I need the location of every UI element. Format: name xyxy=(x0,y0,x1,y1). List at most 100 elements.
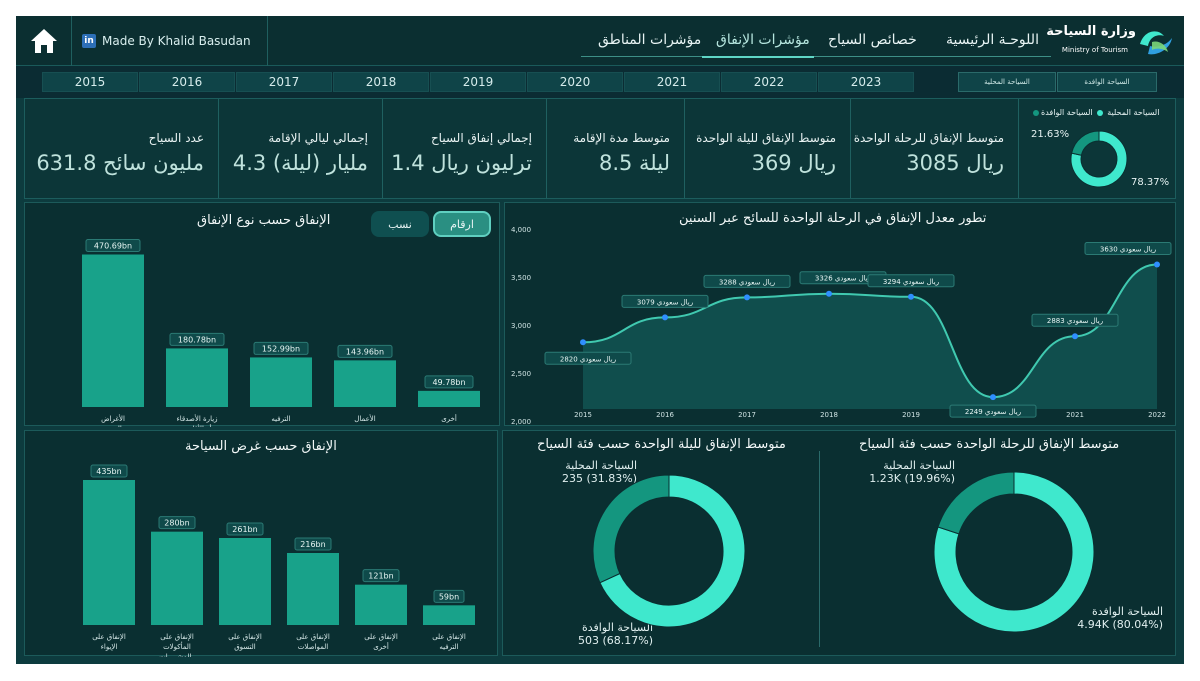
data-point xyxy=(1154,261,1160,268)
trip-domestic-callout: السياحة المحلية 1.23K (19.96%) xyxy=(859,459,955,485)
kpi-value: 8.5 ليلة xyxy=(598,151,670,175)
category-label: المأكولات xyxy=(163,641,191,651)
night-donut-title: متوسط الإنفاق لليلة الواحدة حسب فئة السي… xyxy=(537,437,786,452)
data-label-bg xyxy=(169,332,225,346)
nav-spending-indicators[interactable]: مؤشرات الإنفاق xyxy=(716,32,810,48)
nav-region-indicators[interactable]: مؤشرات المناطق xyxy=(598,32,702,48)
year-2015[interactable]: 2015 xyxy=(42,72,138,92)
year-2018[interactable]: 2018 xyxy=(333,72,429,92)
numbers-button[interactable]: ارقام xyxy=(433,211,491,237)
inbound-pct: 78.37% xyxy=(1131,177,1170,188)
donut-slice xyxy=(937,471,1015,535)
x-tick-label: 2017 xyxy=(738,411,756,419)
spend-type-panel: الإنفاق حسب نوع الإنفاق ارقام نسب 0.0T0.… xyxy=(24,202,500,427)
bar xyxy=(287,553,339,625)
data-label: 180.78bn xyxy=(178,335,216,344)
year-2016[interactable]: 2016 xyxy=(139,72,235,92)
year-2020[interactable]: 2020 xyxy=(527,72,623,92)
donut-legend: السياحة المحلية السياحة الوافدة xyxy=(1031,108,1159,117)
percent-button[interactable]: نسب xyxy=(371,211,429,237)
kpi-value: 369 ريال xyxy=(751,151,836,175)
donut-slice xyxy=(933,471,1095,633)
data-label: 143.96bn xyxy=(346,347,384,356)
bar xyxy=(250,357,312,407)
data-label-bg xyxy=(1031,313,1119,327)
data-point xyxy=(744,294,750,301)
logo-english: Ministry of Tourism xyxy=(1061,46,1128,54)
data-label: 3079 ريال سعودي xyxy=(637,298,693,306)
year-2021[interactable]: 2021 xyxy=(624,72,720,92)
data-label: 49.78bn xyxy=(432,378,465,387)
night-domestic-value: 235 (31.83%) xyxy=(561,472,637,485)
bar xyxy=(334,360,396,407)
kpi-avg-stay: متوسط مدة الإقامة 8.5 ليلة xyxy=(547,99,685,198)
nav-tourist-characteristics[interactable]: خصائص السياح xyxy=(828,32,917,48)
toggle-inbound[interactable]: السياحة الوافدة xyxy=(1057,72,1157,92)
trend-title: تطور معدل الإنفاق في الرحلة الواحدة للسا… xyxy=(679,211,987,226)
data-label: 2820 ريال سعودي xyxy=(560,355,616,363)
category-label: الدينية xyxy=(104,425,122,427)
kpi-value: 631.8 مليون سائح xyxy=(36,151,204,175)
y-tick-label: 3,500 xyxy=(511,274,531,282)
night-domestic-callout: السياحة المحلية 235 (31.83%) xyxy=(553,459,637,485)
data-label-bg xyxy=(867,274,955,288)
data-label-bg xyxy=(158,516,196,530)
year-2017[interactable]: 2017 xyxy=(236,72,332,92)
y-tick-label: 0.0T xyxy=(31,431,47,433)
night-inbound-label: السياحة الوافدة xyxy=(581,621,653,634)
trip-donut-title: متوسط الإنفاق للرحلة الواحدة حسب فئة الس… xyxy=(859,437,1120,452)
line-area xyxy=(583,264,1157,409)
night-donut-svg xyxy=(592,474,746,628)
data-point xyxy=(580,339,586,346)
y-tick-label: 0.3T xyxy=(31,431,47,433)
kpi-label: إجمالي ليالي الإقامة xyxy=(268,131,368,145)
y-tick-label: 0.4T xyxy=(31,203,47,205)
category-label: أخرى xyxy=(441,414,457,423)
category-label: المواصلات xyxy=(298,643,328,651)
data-label-bg xyxy=(337,344,393,358)
data-label: 3288 ريال سعودي xyxy=(719,278,775,286)
ministry-emblem-icon xyxy=(1140,31,1172,55)
kpi-total-nights: إجمالي ليالي الإقامة 4.3 مليار (ليلة) xyxy=(219,99,383,198)
bar xyxy=(219,538,271,625)
nav-main-dashboard[interactable]: اللوحـة الرئيسية xyxy=(946,32,1039,48)
y-tick-label: 2,500 xyxy=(511,370,531,378)
night-domestic-label: السياحة المحلية xyxy=(565,459,637,472)
trip-inbound-value: 4.94K (80.04%) xyxy=(1077,618,1163,631)
kpi-label: متوسط الإنفاق لليلة الواحدة xyxy=(696,131,836,145)
y-tick-label: 0.0T xyxy=(31,203,47,205)
donut-slice xyxy=(599,474,746,628)
y-tick-label: 0.1T xyxy=(31,431,47,433)
purpose-chart: 0.0T0.1T0.2T0.3T0.4T 435bn الإنفاق على الإي… xyxy=(31,431,475,657)
legend-domestic-swatch xyxy=(1033,109,1039,116)
y-tick-label: 2,000 xyxy=(511,418,531,426)
toggle-domestic[interactable]: السياحة المحلية xyxy=(958,72,1056,92)
purpose-title: الإنفاق حسب غرض السياحة xyxy=(185,439,337,454)
kpi-row: عدد السياح 631.8 مليون سائح إجمالي ليالي… xyxy=(24,98,1176,199)
data-label: 152.99bn xyxy=(262,344,300,353)
kpi-share-donut: السياحة المحلية السياحة الوافدة 21.63% 7… xyxy=(1019,99,1177,198)
category-label: أخرى xyxy=(373,642,389,651)
author-credit[interactable]: in Made By Khalid Basudan xyxy=(72,16,268,66)
year-2023[interactable]: 2023 xyxy=(818,72,914,92)
data-label: 280bn xyxy=(164,519,189,528)
data-label-bg xyxy=(362,569,400,583)
year-2019[interactable]: 2019 xyxy=(430,72,526,92)
x-tick-label: 2022 xyxy=(1148,411,1166,419)
category-label: الأعمال xyxy=(354,414,375,423)
category-label: زيارة الأصدقاء xyxy=(176,414,217,423)
category-label: الإيواء xyxy=(101,643,118,651)
trip-domestic-label: السياحة المحلية xyxy=(883,459,955,472)
category-label: والمشروبات xyxy=(159,653,195,657)
trend-panel: تطور معدل الإنفاق في الرحلة الواحدة للسا… xyxy=(504,202,1176,426)
data-label: 470.69bn xyxy=(94,241,132,250)
home-button[interactable] xyxy=(16,16,72,66)
data-label: 121bn xyxy=(368,572,393,581)
year-2022[interactable]: 2022 xyxy=(721,72,817,92)
data-label-bg xyxy=(949,404,1037,418)
donut-divider xyxy=(819,451,820,647)
kpi-value: 1.4 ترليون ريال xyxy=(391,151,532,175)
category-label: أو الأقارب xyxy=(183,424,212,427)
data-label: 2249 ريال سعودي xyxy=(965,408,1021,416)
night-inbound-value: 503 (68.17%) xyxy=(577,634,653,647)
